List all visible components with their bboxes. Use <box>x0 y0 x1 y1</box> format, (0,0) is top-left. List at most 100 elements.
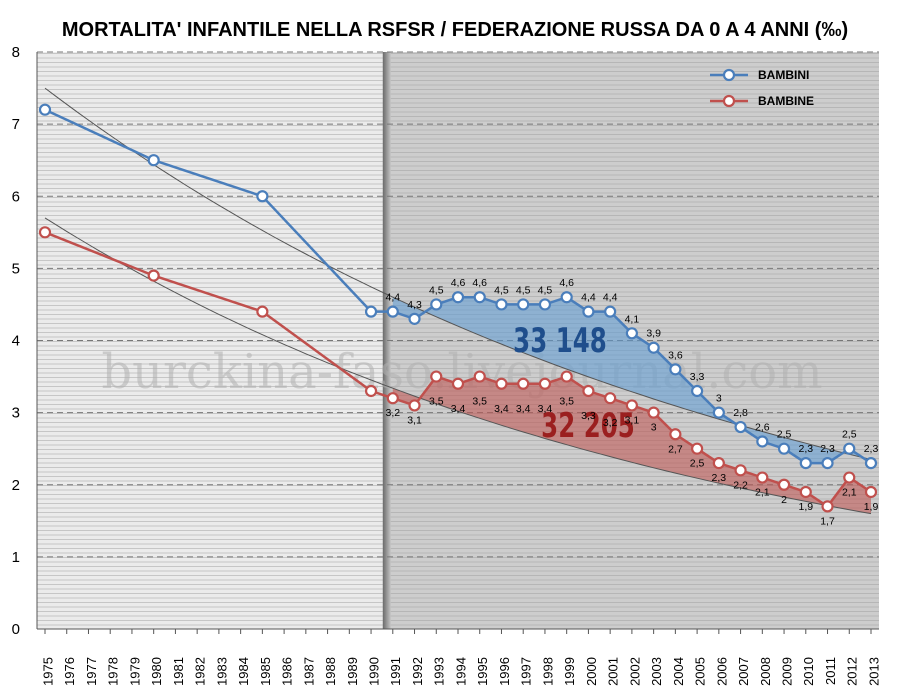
data-point-bambini <box>625 327 638 340</box>
data-point-bambini <box>38 103 52 116</box>
data-label-bambini: 4,1 <box>625 313 640 325</box>
x-tick-label: 2010 <box>801 657 816 686</box>
x-tick-label: 2012 <box>845 657 860 686</box>
data-point-bambine <box>799 485 812 499</box>
data-point-bambine <box>256 305 269 318</box>
data-label-bambini: 4,5 <box>516 284 531 296</box>
x-tick-label: 1997 <box>519 657 534 686</box>
data-label-bambine: 3,4 <box>538 403 553 415</box>
data-label-bambini: 3,9 <box>646 328 661 340</box>
data-label-bambini: 2,8 <box>733 407 748 419</box>
data-point-bambini <box>517 298 530 311</box>
legend-label-bambini: BAMBINI <box>758 68 809 82</box>
data-label-bambine: 3,5 <box>559 396 574 408</box>
y-tick-label: 8 <box>12 44 20 61</box>
x-tick-label: 1987 <box>301 657 316 686</box>
data-point-bambini <box>843 442 856 455</box>
data-point-bambine <box>495 377 508 390</box>
chart-title: MORTALITA' INFANTILE NELLA RSFSR / FEDER… <box>62 19 848 41</box>
x-tick-label: 2011 <box>823 657 838 685</box>
x-tick-label: 2009 <box>779 657 794 686</box>
data-label-bambini: 4,5 <box>538 284 553 296</box>
x-tick-label: 1991 <box>388 657 403 686</box>
x-tick-label: 1978 <box>106 657 121 686</box>
x-tick-label: 1990 <box>366 657 381 686</box>
data-label-bambine: 3,3 <box>581 410 596 422</box>
data-label-bambine: 3 <box>651 422 657 434</box>
data-label-bambine: 3,2 <box>385 407 400 419</box>
data-point-bambini <box>647 341 660 354</box>
data-point-bambine <box>538 377 552 390</box>
data-point-bambini <box>560 291 573 304</box>
data-labels: 4,4 4,3 4,5 4,6 4,6 4,5 4,5 4,5 4,6 4,4 4,4 4,1 3,9 3… <box>385 277 878 527</box>
data-point-bambine <box>517 377 530 390</box>
x-tick-label: 1984 <box>236 657 251 686</box>
data-point-bambini <box>669 363 682 376</box>
data-label-bambine: 3,4 <box>451 403 466 415</box>
data-label-bambine: 2,1 <box>842 487 857 499</box>
data-label-bambine: 2,3 <box>712 472 727 484</box>
x-tick-label: 2007 <box>736 657 751 686</box>
data-label-bambine: 3,2 <box>603 417 618 429</box>
y-tick-label: 7 <box>12 116 20 133</box>
data-point-bambine <box>625 399 638 412</box>
data-label-bambine: 3,1 <box>625 414 640 426</box>
data-label-bambini: 3,3 <box>690 371 705 383</box>
x-tick-label: 1996 <box>497 657 512 686</box>
data-label-bambine: 3,5 <box>429 396 444 408</box>
x-tick-label: 2001 <box>606 657 621 686</box>
data-point-bambine <box>691 442 704 455</box>
x-tick-label: 2006 <box>714 657 729 686</box>
y-tick-label: 3 <box>12 405 20 422</box>
y-tick-label: 5 <box>12 260 20 277</box>
legend: BAMBINI BAMBINE <box>710 68 814 108</box>
x-tick-label: 2003 <box>649 657 664 686</box>
area-total-labels: 33 148 32 205 <box>513 321 635 445</box>
data-point-bambini <box>604 305 617 318</box>
area-total-label-bambine: 32 205 <box>541 406 635 445</box>
data-point-bambine <box>734 464 747 477</box>
data-point-bambini <box>256 190 269 203</box>
area-bambine <box>392 376 871 514</box>
data-label-bambini: 4,6 <box>559 277 574 289</box>
data-label-bambini: 2,3 <box>864 443 879 455</box>
x-tick-label: 1979 <box>127 657 142 686</box>
trend-line-bambine <box>44 217 872 515</box>
axes: 0 1 2 3 4 5 6 7 8 1975 1976 1977 1978 1979 1980 1981 198… <box>12 44 882 686</box>
data-point-bambini <box>473 291 486 304</box>
x-tick-label: 1985 <box>258 657 273 686</box>
data-point-bambine <box>38 226 52 239</box>
x-tick-label: 1988 <box>323 657 338 686</box>
data-point-bambine <box>408 399 421 412</box>
data-label-bambine: 1,9 <box>798 501 813 513</box>
shaded-region-edge <box>382 52 391 629</box>
data-point-bambine <box>147 269 160 282</box>
data-label-bambini: 4,6 <box>451 277 466 289</box>
x-tick-label: 1981 <box>171 657 186 686</box>
data-point-bambine <box>604 392 617 405</box>
data-label-bambine: 1,7 <box>820 515 835 527</box>
data-point-bambini <box>734 420 747 434</box>
data-point-bambini <box>864 457 878 470</box>
data-label-bambini: 2,3 <box>798 443 813 455</box>
data-label-bambini: 4,3 <box>407 299 422 311</box>
data-point-bambini <box>538 298 552 311</box>
data-point-bambine <box>864 485 878 499</box>
area-fills <box>392 297 871 514</box>
x-tick-label: 1977 <box>84 657 99 686</box>
data-point-bambini <box>451 291 465 304</box>
data-label-bambine: 1,9 <box>864 501 879 513</box>
data-point-bambine <box>364 384 378 398</box>
y-tick-label: 1 <box>12 549 20 566</box>
data-point-bambini <box>495 298 508 311</box>
x-tick-label: 2013 <box>866 657 881 686</box>
data-point-bambine <box>386 392 399 405</box>
legend-marker-bambine <box>722 94 736 108</box>
data-point-bambini <box>147 154 160 167</box>
x-tick-label: 1983 <box>214 657 229 686</box>
x-tick-label: 2002 <box>627 657 642 686</box>
x-tick-label: 1994 <box>453 657 468 686</box>
legend-label-bambine: BAMBINE <box>758 94 814 108</box>
area-bambini <box>392 297 871 464</box>
